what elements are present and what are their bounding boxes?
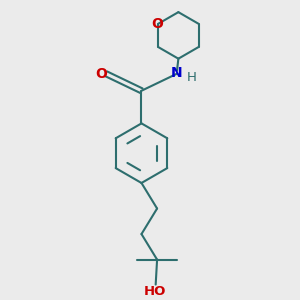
- Text: N: N: [171, 66, 183, 80]
- Text: O: O: [95, 67, 107, 81]
- Text: HO: HO: [144, 285, 166, 298]
- Text: H: H: [187, 71, 197, 85]
- Text: O: O: [152, 17, 164, 31]
